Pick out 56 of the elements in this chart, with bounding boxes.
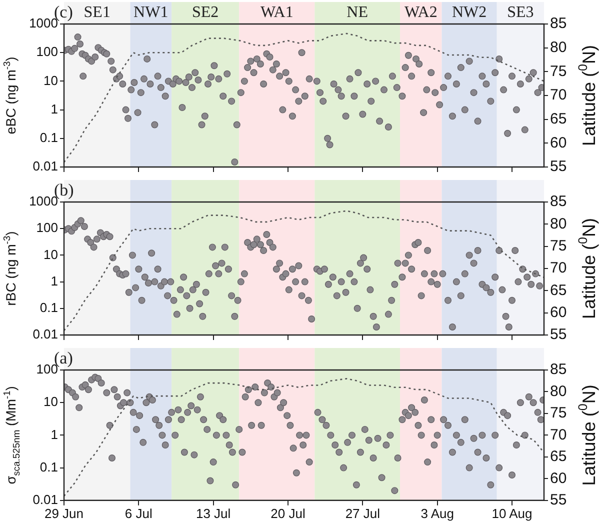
y2-axis-title: Latitude (0N) [576,384,599,486]
band-label: WA2 [404,4,438,22]
band-label: NE [346,4,368,22]
x-tick-label: 29 Jun [44,506,84,521]
y2-tick-label: 70 [550,86,567,104]
y-tick-label: 0.01 [32,492,58,507]
x-tick-label: 10 Aug [492,506,532,521]
y2-tick-label: 85 [550,361,567,378]
y-axis-title: eBC (ng m-3) [2,56,19,134]
y2-tick-label: 65 [550,448,567,466]
y2-tick-label: 60 [550,470,567,487]
y-tick-label: 1 [50,426,58,442]
y2-axis-title: Latitude (0N) [576,44,599,146]
y2-tick-label: 80 [550,382,567,400]
y-tick-label: 10 [44,246,58,262]
y2-tick-label: 75 [550,404,567,422]
y-tick-label: 1 [50,273,58,288]
y-tick-label: 10 [44,394,58,410]
y-tick-label: 100 [36,220,58,236]
y2-tick-label: 55 [550,158,567,176]
y2-tick-label: 70 [550,426,567,444]
y2-tick-label: 75 [550,62,567,80]
y-tick-label: 10 [44,72,58,88]
y2-tick-label: 60 [550,304,567,321]
y2-tick-label: 55 [550,492,567,509]
y2-tick-label: 60 [550,134,567,152]
y-tick-label: 1 [50,101,58,116]
x-tick-label: 27 Jul [345,506,380,521]
y-tick-label: 0.1 [40,459,58,474]
band-label: NW2 [452,4,487,22]
y2-tick-label: 65 [550,282,567,299]
y-axis-title: σsca.525nm (Mm-1) [2,386,22,484]
band-label: SE3 [507,4,534,22]
y2-tick-label: 80 [550,215,567,232]
y-tick-label: 0.1 [40,300,58,315]
band-label: WA1 [260,4,294,22]
x-tick-label: 20 Jul [270,506,306,521]
y2-tick-label: 85 [550,193,567,210]
y2-tick-label: 80 [550,38,567,56]
x-tick-label: 13 Jul [196,506,231,521]
x-tick-label: 3 Aug [420,506,454,521]
y-tick-label: 100 [36,44,58,60]
band-label: SE1 [84,4,110,22]
y-tick-label: 0.01 [32,158,58,174]
band-label: NW1 [134,4,168,22]
band-label: SE2 [192,4,219,22]
y2-tick-label: 75 [550,237,567,254]
y2-tick-label: 85 [550,15,567,32]
y2-tick-label: 55 [550,326,567,344]
x-tick-label: 6 Jul [124,506,153,521]
y2-tick-label: 70 [550,260,567,277]
y2-axis-title: Latitude (0N) [576,218,599,320]
y-tick-label: 0.01 [32,326,58,342]
y2-tick-label: 65 [550,110,567,128]
y-tick-label: 0.1 [40,130,58,145]
y-axis-title: rBC (ng m-3) [2,231,19,306]
